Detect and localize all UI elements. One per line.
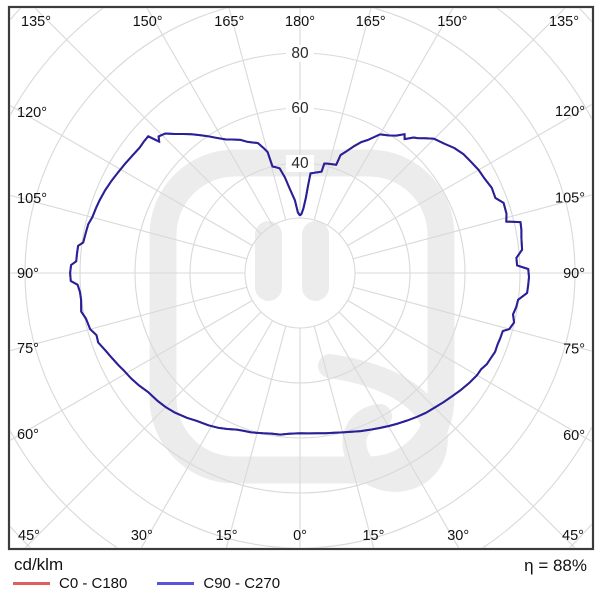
gamma-label-75-right: 75° xyxy=(563,341,585,357)
gamma-label-15-right: 15° xyxy=(362,528,384,544)
grid-spoke-135 xyxy=(338,8,566,235)
grid-spoke-75 xyxy=(352,286,592,352)
gamma-label-45-left: 45° xyxy=(18,528,40,544)
radial-tick-label-80: 80 xyxy=(291,45,309,62)
gamma-label-75-left: 75° xyxy=(17,341,39,357)
grid-spoke-105 xyxy=(352,194,592,260)
gamma-label-180-right: 180° xyxy=(285,14,315,30)
gamma-label-0: 0° xyxy=(293,528,307,544)
gamma-label-30-left: 30° xyxy=(131,528,153,544)
grid-spoke-315 xyxy=(24,311,262,548)
radial-tick-label-40: 40 xyxy=(291,155,309,172)
gamma-label-105-left: 105° xyxy=(17,191,47,207)
unit-label: cd/klm xyxy=(14,555,64,574)
gamma-angle-labels: 0° 15° 15° 30° 30° 45° 45° 60° 60° 75° 75° 90° 90° 10… xyxy=(17,14,585,544)
c90-c270-line-swatch xyxy=(157,582,195,585)
legend: C0 - C180 C90 - C270 xyxy=(13,575,280,592)
legend-label-c90-c270: C90 - C270 xyxy=(203,575,281,592)
radial-label-mask-40 xyxy=(286,155,314,172)
grid-spoke-150 xyxy=(327,8,454,226)
legend-item-c0-c180: C0 - C180 xyxy=(13,575,127,592)
grid-spoke-15 xyxy=(313,325,375,548)
legend-item-c90-c270: C90 - C270 xyxy=(157,575,280,592)
grid-spoke-60 xyxy=(347,300,592,443)
gamma-label-120-right: 120° xyxy=(555,104,585,120)
grid-spoke-165 xyxy=(313,8,372,221)
grid-spoke-225 xyxy=(34,8,262,235)
grid-spoke-210 xyxy=(146,8,273,226)
gamma-label-135-left: 135° xyxy=(21,14,51,30)
grid-spoke-285 xyxy=(10,286,248,352)
curve-c90-c270 xyxy=(69,132,530,436)
gamma-label-165-left: 165° xyxy=(214,14,244,30)
radial-label-mask-60 xyxy=(286,100,314,117)
watermark-cable-swoosh xyxy=(318,354,448,492)
c0-c180-line-swatch xyxy=(13,582,50,585)
grid-spoke-255 xyxy=(10,194,248,260)
gamma-label-60-right: 60° xyxy=(563,428,585,444)
grid-spoke-345 xyxy=(225,325,287,548)
watermark-plug-prong-left xyxy=(255,221,282,301)
gamma-label-135-right: 135° xyxy=(549,14,579,30)
legend-label-c0-c180: C0 - C180 xyxy=(59,575,128,592)
gamma-label-150-right: 150° xyxy=(437,14,467,30)
gamma-label-60-left: 60° xyxy=(17,427,39,443)
grid-spoke-300 xyxy=(10,300,253,442)
radial-tick-label-60: 60 xyxy=(291,100,309,117)
grid-spoke-30 xyxy=(327,320,460,548)
gamma-label-15-left: 15° xyxy=(216,528,238,544)
grid-spoke-45 xyxy=(338,311,576,548)
gamma-label-30-right: 30° xyxy=(447,528,469,544)
grid-spoke-330 xyxy=(140,320,273,548)
gamma-label-165-right: 165° xyxy=(356,14,386,30)
gamma-label-90-right: 90° xyxy=(563,266,585,282)
gamma-label-150-left: 150° xyxy=(133,14,163,30)
gamma-label-90-left: 90° xyxy=(17,266,39,282)
grid-spoke-240 xyxy=(10,104,253,246)
grid-spoke-120 xyxy=(347,103,592,246)
radial-tick-labels: 40 60 80 xyxy=(286,45,314,172)
radial-label-mask-80 xyxy=(286,45,314,62)
gamma-label-120-left: 120° xyxy=(17,105,47,121)
gamma-label-45-right: 45° xyxy=(562,528,584,544)
watermark-plug-prong-right xyxy=(302,221,329,301)
gamma-label-105-right: 105° xyxy=(555,191,585,207)
efficiency-value: η = 88% xyxy=(524,556,587,575)
